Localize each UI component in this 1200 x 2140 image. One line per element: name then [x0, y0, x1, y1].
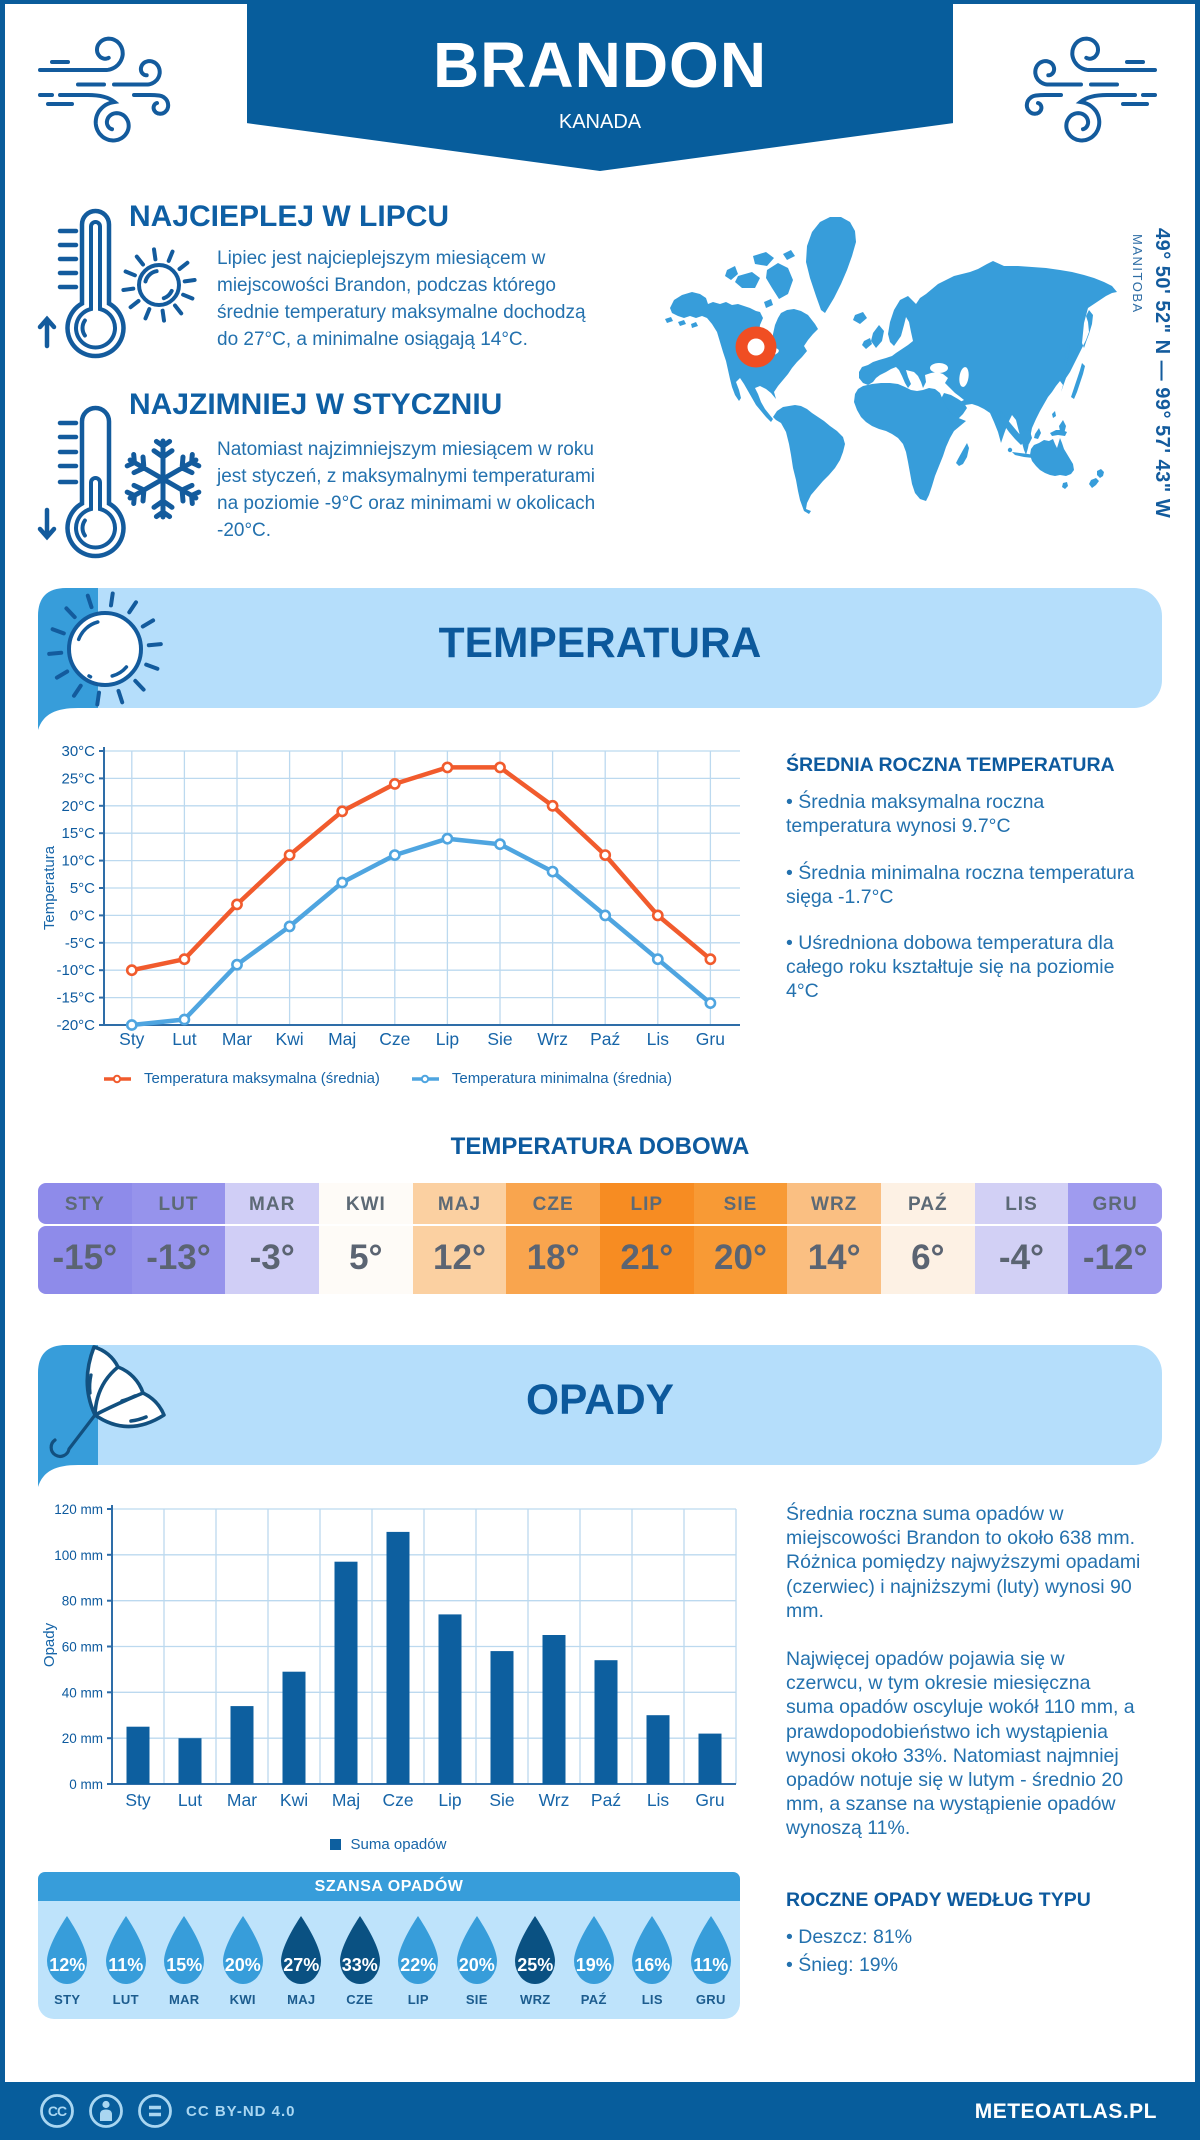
svg-text:Opady: Opady: [41, 1622, 58, 1667]
svg-text:20°C: 20°C: [61, 798, 95, 815]
svg-text:Wrz: Wrz: [537, 1029, 568, 1049]
svg-text:Gru: Gru: [695, 1790, 724, 1810]
svg-text:Kwi: Kwi: [275, 1029, 303, 1049]
svg-text:Mar: Mar: [222, 1029, 252, 1049]
svg-text:20 mm: 20 mm: [62, 1731, 103, 1746]
svg-text:Sie: Sie: [489, 1790, 514, 1810]
svg-text:CC: CC: [48, 2103, 67, 2119]
svg-text:Wrz: Wrz: [539, 1790, 570, 1810]
svg-text:-15°C: -15°C: [56, 990, 95, 1007]
svg-text:40 mm: 40 mm: [62, 1685, 103, 1700]
svg-text:Lip: Lip: [436, 1029, 459, 1049]
svg-text:25°C: 25°C: [61, 770, 95, 787]
svg-text:60 mm: 60 mm: [62, 1640, 103, 1655]
svg-text:Lis: Lis: [647, 1790, 670, 1810]
svg-text:Paź: Paź: [590, 1029, 620, 1049]
svg-text:Sty: Sty: [125, 1790, 151, 1810]
svg-text:Kwi: Kwi: [280, 1790, 308, 1810]
svg-text:10°C: 10°C: [61, 853, 95, 870]
svg-text:Lip: Lip: [438, 1790, 461, 1810]
svg-text:0°C: 0°C: [70, 907, 95, 924]
svg-text:Lis: Lis: [647, 1029, 670, 1049]
svg-text:Paź: Paź: [591, 1790, 621, 1810]
svg-text:120 mm: 120 mm: [54, 1502, 103, 1517]
svg-text:Sty: Sty: [119, 1029, 145, 1049]
svg-text:100 mm: 100 mm: [54, 1548, 103, 1563]
svg-text:5°C: 5°C: [70, 880, 95, 897]
svg-text:-20°C: -20°C: [56, 1017, 95, 1034]
svg-text:Lut: Lut: [178, 1790, 202, 1810]
svg-text:Cze: Cze: [382, 1790, 413, 1810]
svg-text:15°C: 15°C: [61, 825, 95, 842]
svg-text:Maj: Maj: [328, 1029, 356, 1049]
svg-text:Gru: Gru: [696, 1029, 725, 1049]
svg-text:Temperatura: Temperatura: [41, 845, 58, 930]
svg-text:80 mm: 80 mm: [62, 1594, 103, 1609]
svg-text:Lut: Lut: [172, 1029, 196, 1049]
svg-text:0 mm: 0 mm: [69, 1777, 103, 1792]
svg-text:-10°C: -10°C: [56, 962, 95, 979]
svg-text:30°C: 30°C: [61, 743, 95, 760]
svg-text:Maj: Maj: [332, 1790, 360, 1810]
svg-text:Cze: Cze: [379, 1029, 410, 1049]
svg-text:Sie: Sie: [487, 1029, 512, 1049]
svg-text:-5°C: -5°C: [65, 935, 95, 952]
svg-text:Mar: Mar: [227, 1790, 257, 1810]
